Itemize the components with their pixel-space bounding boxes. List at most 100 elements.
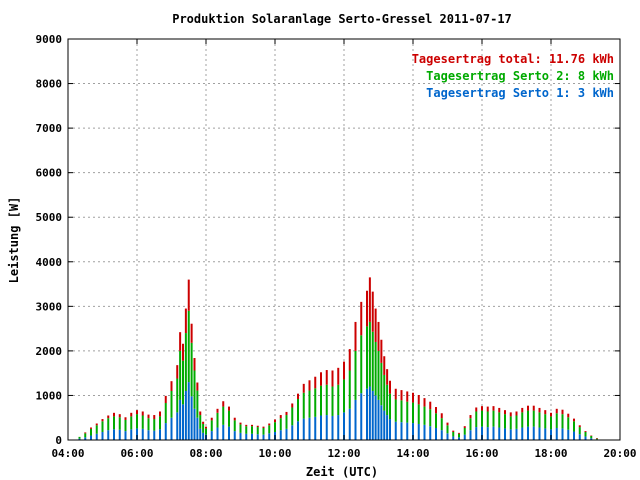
bar-segment-series-1 <box>446 433 449 440</box>
bar-segment-series-3 <box>578 425 581 428</box>
y-tick-label: 8000 <box>36 78 63 91</box>
bar-segment-series-2 <box>205 428 207 435</box>
bar-segment-series-3 <box>596 438 598 439</box>
bar-segment-series-1 <box>429 426 432 440</box>
bar-segment-series-1 <box>383 410 386 440</box>
bar-segment-series-2 <box>325 384 328 416</box>
bar-segment-series-2 <box>389 393 391 420</box>
bar-segment-series-2 <box>130 416 133 430</box>
bar-segment-series-3 <box>368 277 371 322</box>
bar-segment-series-2 <box>486 411 489 428</box>
bar-segment-series-3 <box>101 419 104 422</box>
bar-segment-series-2 <box>190 342 193 397</box>
bar-segment-series-2 <box>498 412 501 428</box>
bar-segment-series-2 <box>538 412 541 428</box>
bar-segment-series-3 <box>527 405 529 411</box>
bar-segment-series-3 <box>176 365 179 379</box>
bar-segment-series-1 <box>113 429 115 440</box>
bar-segment-series-1 <box>440 430 443 440</box>
bar-segment-series-2 <box>136 414 138 429</box>
bar-segment-series-3 <box>325 370 328 385</box>
bar-segment-series-2 <box>463 427 466 435</box>
bar-segment-series-1 <box>538 427 541 440</box>
y-tick-label: 7000 <box>36 122 63 135</box>
bar-segment-series-3 <box>343 361 345 380</box>
bar-segment-series-3 <box>130 412 133 417</box>
bar-segment-series-2 <box>176 378 179 413</box>
bar-segment-series-2 <box>578 427 581 435</box>
bar-segment-series-3 <box>182 343 184 361</box>
bar-segment-series-2 <box>423 406 426 425</box>
bar-segment-series-1 <box>78 438 81 440</box>
bar-segment-series-2 <box>377 350 380 400</box>
bar-segment-series-3 <box>95 423 98 426</box>
bar-segment-series-3 <box>153 415 156 420</box>
bar-segment-series-3 <box>374 308 377 342</box>
legend-entry: Tagesertrag total: 11.76 kWh <box>412 52 614 66</box>
bar-segment-series-3 <box>590 435 593 437</box>
bar-segment-series-1 <box>584 436 587 440</box>
bar-segment-series-2 <box>251 426 253 434</box>
bar-segment-series-1 <box>486 427 489 440</box>
bar-segment-series-3 <box>233 417 236 421</box>
bar-segment-series-3 <box>268 423 271 426</box>
y-tick-label: 3000 <box>36 300 63 313</box>
bar-segment-series-3 <box>262 426 265 428</box>
bar-segment-series-1 <box>210 431 213 440</box>
bar-segment-series-1 <box>182 404 184 440</box>
bar-segment-series-1 <box>308 417 311 440</box>
bar-segment-series-1 <box>417 423 420 440</box>
bar-segment-series-1 <box>130 429 133 440</box>
bar-segment-series-3 <box>199 411 202 416</box>
bar-segment-series-1 <box>458 437 460 440</box>
bar-segment-series-2 <box>147 418 150 431</box>
bar-segment-series-1 <box>360 393 363 440</box>
bar-segment-series-2 <box>412 402 414 424</box>
bar-segment-series-1 <box>377 399 380 440</box>
bar-segment-series-3 <box>389 380 391 394</box>
bar-segment-series-1 <box>331 415 334 440</box>
bar-segment-series-3 <box>90 427 92 429</box>
bar-segment-series-2 <box>153 419 156 431</box>
bar-segment-series-2 <box>279 418 282 431</box>
x-tick-label: 12:00 <box>327 447 360 460</box>
bar-segment-series-2 <box>452 431 455 437</box>
bar-segment-series-1 <box>124 431 127 440</box>
bar-segment-series-2 <box>302 392 305 419</box>
bar-segment-series-1 <box>504 428 506 440</box>
bar-segment-series-2 <box>210 420 213 432</box>
bar-segment-series-1 <box>567 429 570 440</box>
bar-segment-series-1 <box>297 421 299 440</box>
bar-segment-series-2 <box>170 390 173 418</box>
bar-segment-series-3 <box>440 413 443 419</box>
bar-segment-series-2 <box>475 411 478 428</box>
bar-segment-series-2 <box>386 384 389 416</box>
bar-segment-series-1 <box>527 426 529 440</box>
bar-segment-series-3 <box>458 432 460 434</box>
bar-segment-series-2 <box>331 386 334 416</box>
bar-segment-series-2 <box>596 438 598 440</box>
bar-segment-series-3 <box>584 431 587 432</box>
bar-segment-series-2 <box>354 350 357 400</box>
bar-segment-series-2 <box>179 350 182 400</box>
bar-segment-series-3 <box>498 407 501 413</box>
bar-segment-series-3 <box>348 349 351 371</box>
x-tick-label: 04:00 <box>51 447 84 460</box>
bar-segment-series-3 <box>136 410 138 415</box>
bar-segment-series-2 <box>95 425 98 434</box>
bar-segment-series-2 <box>343 379 345 413</box>
bar-segment-series-1 <box>394 421 397 440</box>
bar-segment-series-3 <box>314 376 317 389</box>
bar-segment-series-1 <box>170 417 173 440</box>
bar-segment-series-3 <box>196 382 199 391</box>
bar-segment-series-3 <box>481 406 483 411</box>
bar-segment-series-1 <box>590 438 593 440</box>
bar-segment-series-3 <box>394 388 397 400</box>
bar-segment-series-1 <box>285 428 288 440</box>
bar-segment-series-3 <box>308 380 311 391</box>
bar-segment-series-1 <box>463 434 466 440</box>
bar-segment-series-3 <box>239 422 242 425</box>
bar-segment-series-2 <box>550 416 552 430</box>
bar-segment-series-1 <box>176 412 179 440</box>
